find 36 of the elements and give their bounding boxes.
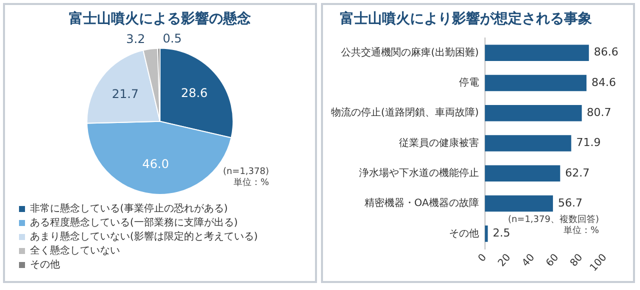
x-tick-label: 80 — [568, 252, 586, 269]
data-label: 71.9 — [576, 136, 601, 150]
y-tick-label: 浄水場や下水道の機能停止 — [358, 167, 479, 180]
data-label: 3.2 — [126, 32, 146, 46]
chart-title: 富士山噴火による影響の懸念 — [69, 10, 252, 28]
x-tick-label: 60 — [544, 252, 562, 269]
data-label: 0.5 — [162, 31, 182, 46]
legend-label: ある程度懸念している(一部業務に支障が出る) — [30, 216, 238, 229]
x-tick-label: 100 — [588, 252, 610, 274]
x-tick-label: 0 — [476, 252, 489, 264]
x-tick-label: 40 — [520, 252, 538, 269]
data-label: 21.7 — [112, 86, 139, 101]
annotation: 単位：% — [563, 224, 600, 236]
data-label: 86.6 — [594, 46, 618, 59]
text: 単位：% — [233, 177, 270, 188]
data-label: 56.7 — [558, 196, 582, 210]
legend-label: 非常に懸念している(事業停止の恐れがある) — [30, 202, 228, 215]
legend-label: 全く懸念していない — [30, 244, 120, 257]
legend-label: あまり懸念していない(影響は限定的と考えている) — [30, 230, 258, 243]
x-tick-label: 20 — [496, 252, 514, 269]
y-tick-label: 従業員の健康被害 — [398, 136, 479, 149]
y-tick-label: 物流の停止(道路閉鎖、車両故障) — [330, 106, 479, 119]
y-tick-label: 公共交通機関の麻痺(出勤困難) — [340, 46, 479, 58]
data-label: 2.5 — [492, 226, 510, 240]
chart-title: 富士山噴火により影響が想定される事象 — [340, 10, 592, 28]
data-label: 80.7 — [586, 106, 612, 119]
y-tick-label: その他 — [448, 227, 479, 240]
data-label: 46.0 — [142, 157, 169, 172]
data-label: 84.6 — [591, 76, 616, 89]
legend-label: その他 — [30, 258, 60, 271]
annotation: (n=1,379、複数回答) — [508, 214, 599, 225]
text: (n=1,378) — [222, 167, 269, 177]
data-label: 28.6 — [180, 86, 208, 100]
data-label: 62.7 — [565, 166, 590, 180]
y-tick-label: 停電 — [458, 76, 479, 89]
y-tick-label: 精密機器・OA機器の故障 — [364, 197, 479, 210]
